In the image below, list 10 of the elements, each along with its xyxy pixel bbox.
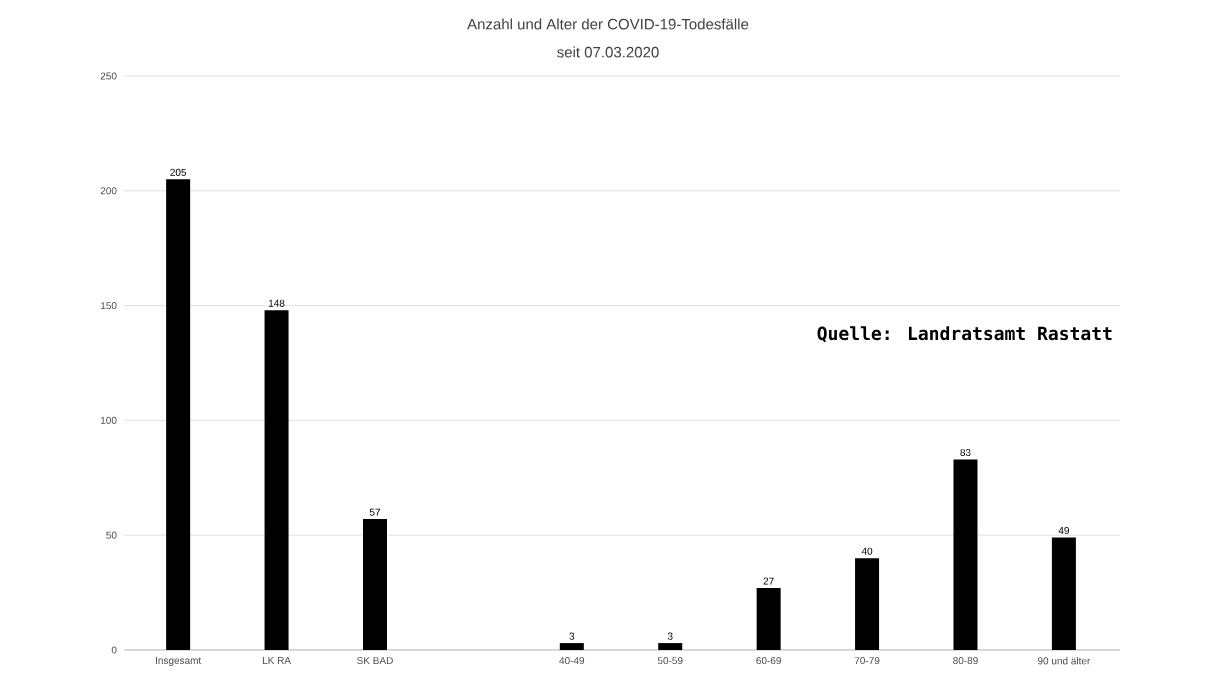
- bar: [362, 519, 387, 650]
- bar: [166, 179, 191, 650]
- bar: [756, 587, 781, 650]
- bar: [658, 643, 683, 650]
- bar: [559, 643, 584, 650]
- bar: [953, 459, 978, 650]
- annotation: Quelle: Landratsamt Rastatt: [817, 326, 1112, 343]
- bar: [264, 310, 289, 650]
- bar: [1051, 537, 1076, 650]
- bar: [855, 558, 880, 650]
